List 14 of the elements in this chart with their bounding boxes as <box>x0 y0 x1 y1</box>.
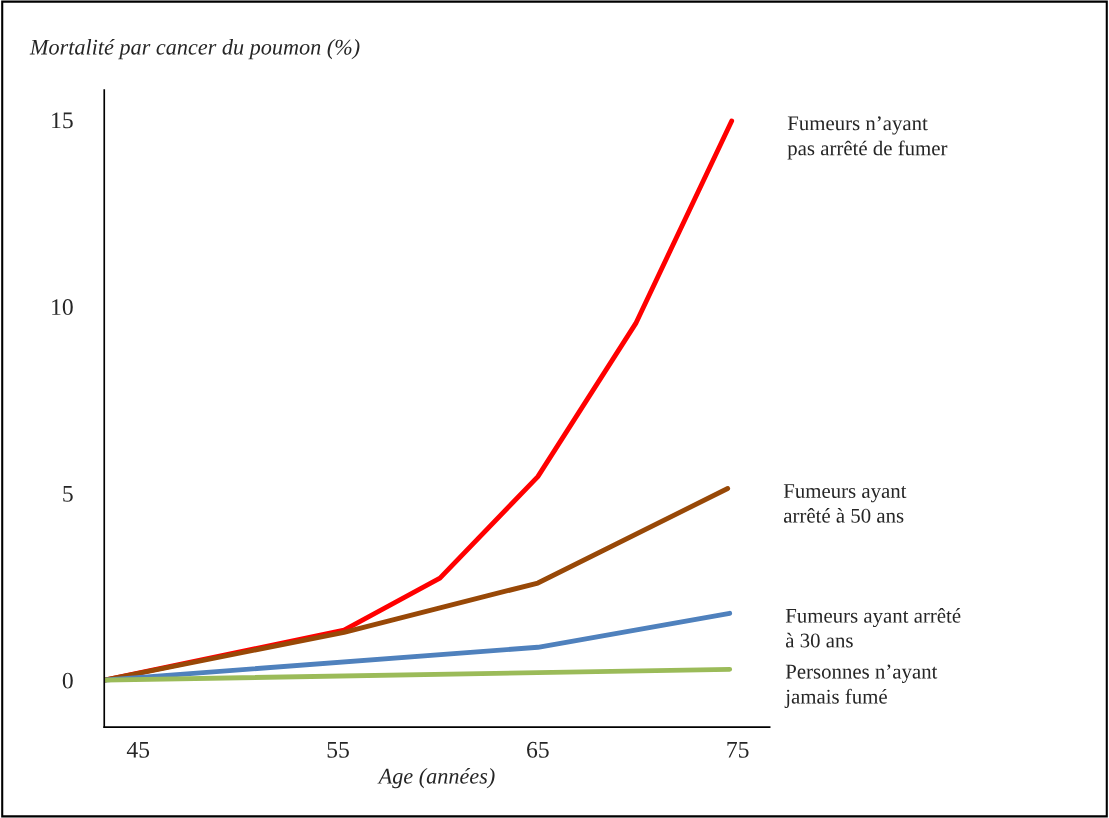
text: Personnes n’ayant jamais fumé <box>784 664 938 708</box>
text: Fumeurs ayant arrêté à 50 ans <box>783 484 907 523</box>
x-tick-label: 75 <box>727 742 749 758</box>
y-tick-label: 10 <box>52 299 73 316</box>
x-tick-label: 65 <box>527 741 549 758</box>
x-tick-label: 55 <box>327 742 349 758</box>
y-tick-label: 15 <box>52 112 73 129</box>
chart-title: Mortalité par cancer du poumon (%) <box>29 38 360 60</box>
y-tick-label: 5 <box>63 486 73 502</box>
text: Fumeurs ayant arrêté à 30 ans <box>785 608 961 648</box>
x-tick-label: 45 <box>126 741 150 758</box>
text: Fumeurs n’ayant pas arrêté de fumer <box>787 116 948 160</box>
y-tick-label: 0 <box>62 672 73 689</box>
x-axis-title: Age (années) <box>377 768 495 789</box>
